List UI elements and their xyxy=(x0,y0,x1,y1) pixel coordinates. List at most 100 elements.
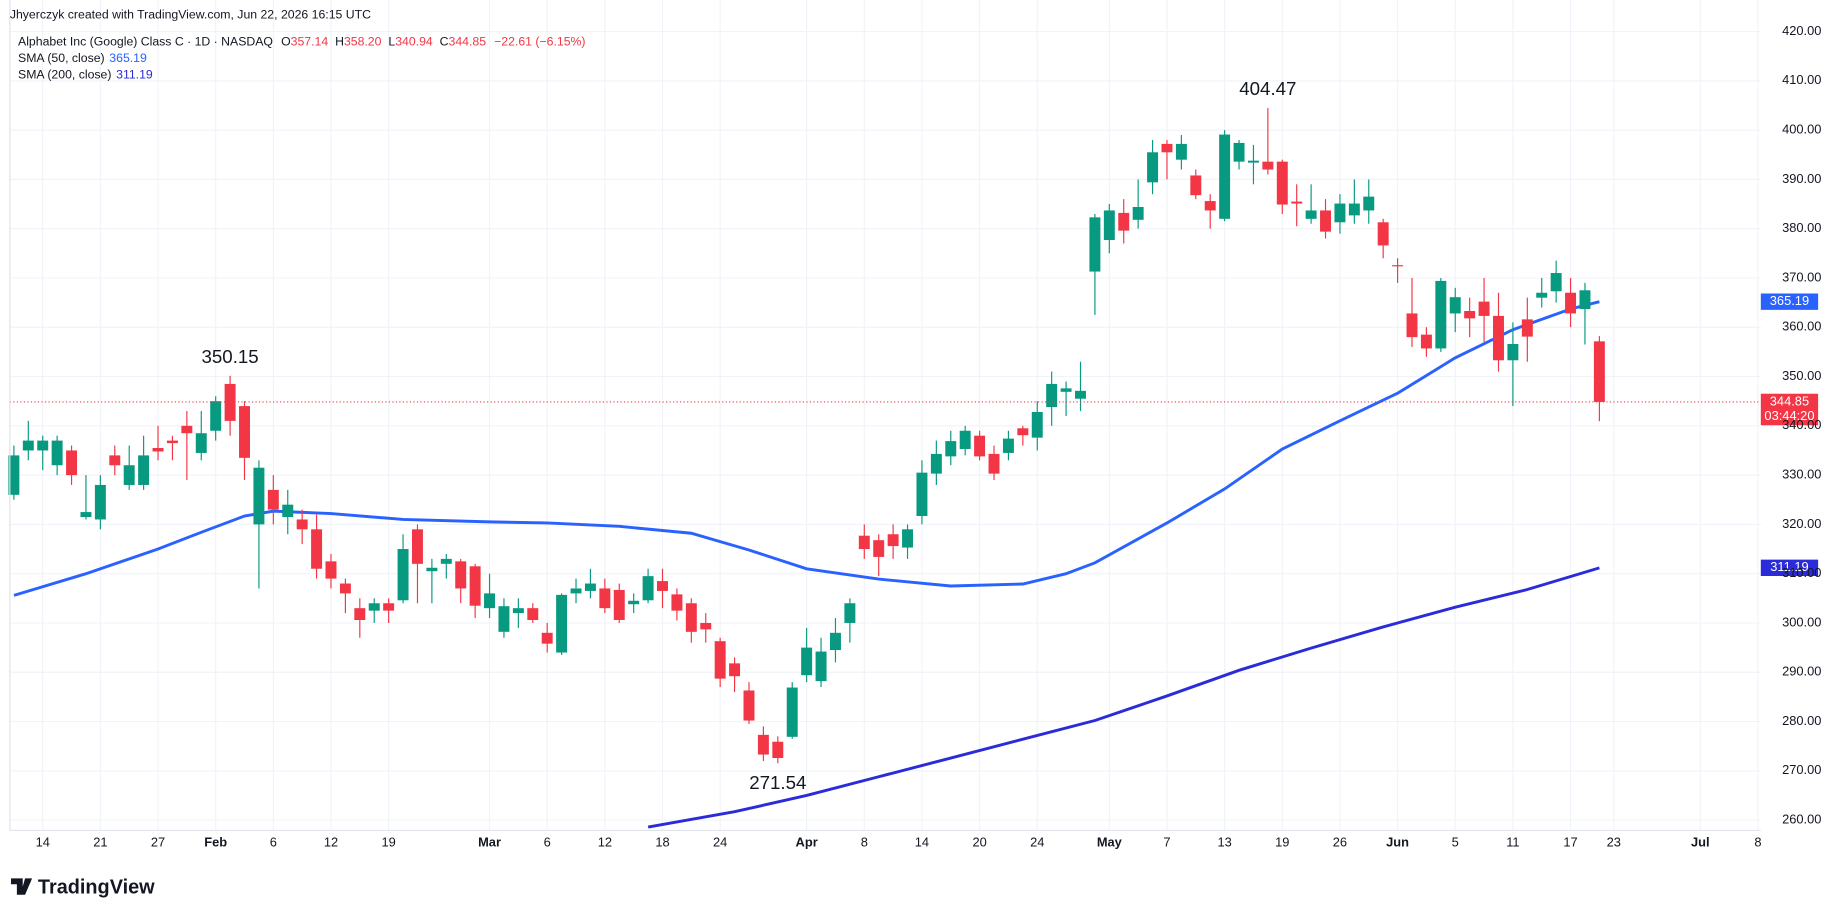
candle-body xyxy=(671,594,683,611)
candle-body xyxy=(37,440,49,451)
y-tick-label: 340.00 xyxy=(1782,417,1821,432)
x-tick-label: 19 xyxy=(1275,835,1289,850)
candle-body xyxy=(772,741,784,758)
ohlc-key: L xyxy=(388,35,395,49)
candle-body xyxy=(902,529,914,548)
candle-body xyxy=(1305,210,1317,219)
x-tick-label: 24 xyxy=(1030,835,1044,850)
grid xyxy=(9,0,1761,831)
candle-body xyxy=(166,440,178,444)
y-tick-label: 350.00 xyxy=(1782,368,1821,383)
ohlc-key: O xyxy=(281,35,291,49)
candle-body xyxy=(51,440,63,466)
candle-body xyxy=(239,406,250,458)
candle-body xyxy=(945,441,957,457)
y-tick-label: 380.00 xyxy=(1782,220,1821,235)
x-tick-label: 14 xyxy=(36,835,50,850)
x-tick-label: 7 xyxy=(1163,835,1170,850)
candle-body xyxy=(801,647,813,676)
candle-body xyxy=(8,455,20,495)
candle-body xyxy=(1089,217,1101,272)
candle-body xyxy=(1002,438,1014,453)
candle-body xyxy=(642,576,654,601)
x-tick-label: 17 xyxy=(1563,835,1577,850)
candle-body xyxy=(844,603,856,623)
candle-body xyxy=(354,608,366,621)
candle-body xyxy=(1017,428,1029,436)
candle-body xyxy=(1478,301,1490,316)
x-tick-label: 26 xyxy=(1333,835,1347,850)
candle-body xyxy=(829,632,841,651)
candle-body xyxy=(1493,315,1504,361)
candle-body xyxy=(1031,412,1043,438)
x-tick-label: Feb xyxy=(204,835,227,850)
candle-body xyxy=(1147,152,1159,183)
y-tick-label: 320.00 xyxy=(1782,516,1821,531)
ohlc-value: 357.14 xyxy=(291,35,329,49)
candle-body xyxy=(1377,222,1389,246)
candle-body xyxy=(1406,313,1418,338)
candle-body xyxy=(368,603,380,611)
sma-value-label: 365.19 xyxy=(1770,293,1809,308)
candle-body xyxy=(916,472,928,517)
sma200-legend: SMA (200, close) 311.19 xyxy=(18,67,153,81)
x-tick-label: 11 xyxy=(1506,835,1519,850)
candle-body xyxy=(1233,142,1245,162)
sma-line xyxy=(647,566,1600,829)
candle-body xyxy=(1348,203,1360,216)
low-annotation: 271.54 xyxy=(749,772,806,793)
candle-body xyxy=(974,435,986,457)
candle-body xyxy=(1464,310,1476,319)
candle-body xyxy=(22,440,34,451)
ohlc-value: 358.20 xyxy=(344,35,382,49)
candle-body xyxy=(383,603,395,611)
candle-body xyxy=(714,641,726,679)
ohlc-value: 340.94 xyxy=(395,35,433,49)
candle-body xyxy=(1075,390,1086,399)
symbol-legend: Alphabet Inc (Google) Class C · 1D · NAS… xyxy=(18,35,585,49)
y-tick-label: 390.00 xyxy=(1782,171,1821,186)
candle-body xyxy=(397,549,409,601)
high-annotation: 404.47 xyxy=(1239,78,1296,99)
candle-body xyxy=(210,401,222,431)
candle-body xyxy=(1565,292,1577,314)
y-tick-label: 270.00 xyxy=(1782,762,1821,777)
candle-body xyxy=(1507,344,1519,361)
sma-value-box xyxy=(1760,293,1819,310)
candle-body xyxy=(181,425,193,434)
candle-body xyxy=(1320,210,1332,232)
x-tick-label: 27 xyxy=(151,835,165,850)
candle-body xyxy=(887,534,899,547)
candle-body xyxy=(988,453,1000,474)
ohlc-value: 344.85 xyxy=(449,35,487,49)
candle-body xyxy=(426,567,438,572)
last-price-box xyxy=(1760,393,1819,426)
x-tick-label: Mar xyxy=(478,835,501,850)
x-tick-label: 12 xyxy=(324,835,338,850)
candle-body xyxy=(786,687,798,737)
logo-text: TradingView xyxy=(38,877,155,899)
y-tick-label: 290.00 xyxy=(1782,664,1821,679)
candle-body xyxy=(729,663,741,677)
y-tick-label: 410.00 xyxy=(1782,72,1821,87)
candle-body xyxy=(123,465,135,485)
y-tick-label: 420.00 xyxy=(1782,23,1821,38)
candle-body xyxy=(339,583,351,594)
candle-body xyxy=(224,383,236,421)
legend-value: 311.19 xyxy=(116,67,153,81)
candle-body xyxy=(498,606,510,632)
legend-value: 365.19 xyxy=(109,51,147,65)
y-tick-label: 330.00 xyxy=(1782,466,1821,481)
x-tick-label: 13 xyxy=(1217,835,1231,850)
candle-body xyxy=(1392,265,1404,267)
x-tick-label: 20 xyxy=(972,835,986,850)
candle-body xyxy=(613,589,625,621)
candle-body xyxy=(484,593,496,609)
candle-body xyxy=(1219,134,1231,219)
candle-body xyxy=(527,608,539,621)
candle-body xyxy=(80,512,92,517)
x-tick-label: 8 xyxy=(1754,835,1761,850)
x-tick-label: Jul xyxy=(1691,835,1710,850)
y-tick-label: 300.00 xyxy=(1782,614,1821,629)
candle-body xyxy=(657,581,668,591)
